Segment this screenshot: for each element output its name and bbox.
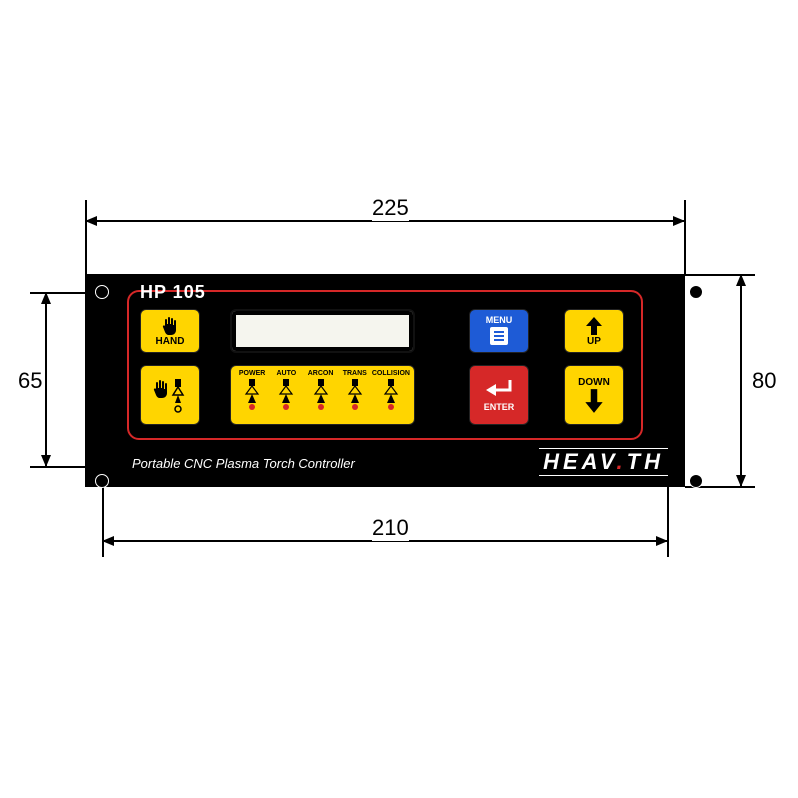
lcd-display [230,309,415,353]
arrow-icon [736,274,746,286]
status-indicator-strip: POWER AUTO ARCON TRANS COLLISION [230,365,415,425]
menu-button[interactable]: MENU [469,309,529,353]
dim-inner-height: 65 [18,368,42,394]
down-button[interactable]: DOWN [564,365,624,425]
up-button[interactable]: UP [564,309,624,353]
up-label: UP [587,336,601,347]
technical-drawing: 225 210 65 80 HP 105 Portable CNC Plasma… [0,0,798,798]
arrow-icon [41,455,51,467]
panel-subtitle: Portable CNC Plasma Torch Controller [132,456,355,471]
torch-icon [276,379,296,411]
torch-icon [381,379,401,411]
mounting-hole [95,285,109,299]
status-collision: COLLISION [372,370,410,422]
arrow-icon [85,216,97,226]
menu-icon [488,325,510,347]
enter-label: ENTER [484,402,515,412]
arrow-up-icon [584,316,604,336]
hand-torch-icon [153,375,187,415]
arrow-icon [673,216,685,226]
mounting-hole [689,285,703,299]
arrow-icon [41,292,51,304]
dim-inner-width: 210 [372,515,409,541]
model-label: HP 105 [140,282,206,303]
torch-icon [345,379,365,411]
arrow-down-icon [583,388,605,414]
status-label: TRANS [343,370,367,377]
status-arcon: ARCON [303,370,337,422]
status-label: POWER [239,370,265,377]
status-trans: TRANS [338,370,372,422]
ext-line [102,487,104,557]
status-power: POWER [235,370,269,422]
hand-label: HAND [156,336,185,347]
enter-icon [484,378,514,402]
ext-line [684,200,686,274]
torch-icon [242,379,262,411]
arrow-icon [656,536,668,546]
dim-outer-width: 225 [372,195,409,221]
brand-logo: HEAV.TH [539,448,668,476]
hand-icon [161,316,179,336]
status-label: ARCON [308,370,334,377]
mounting-hole [689,474,703,488]
torch-icon [311,379,331,411]
ext-line [667,487,669,557]
dim-line-right [740,274,742,487]
dim-outer-height: 80 [752,368,776,394]
ext-line [85,200,87,274]
status-label: AUTO [276,370,296,377]
status-label: COLLISION [372,370,410,377]
arrow-icon [102,536,114,546]
enter-button[interactable]: ENTER [469,365,529,425]
down-label: DOWN [578,377,610,388]
torch-button[interactable] [140,365,200,425]
mounting-hole [95,474,109,488]
hand-button[interactable]: HAND [140,309,200,353]
dim-line-left [45,292,47,467]
arrow-icon [736,475,746,487]
menu-label: MENU [486,315,513,325]
status-auto: AUTO [269,370,303,422]
